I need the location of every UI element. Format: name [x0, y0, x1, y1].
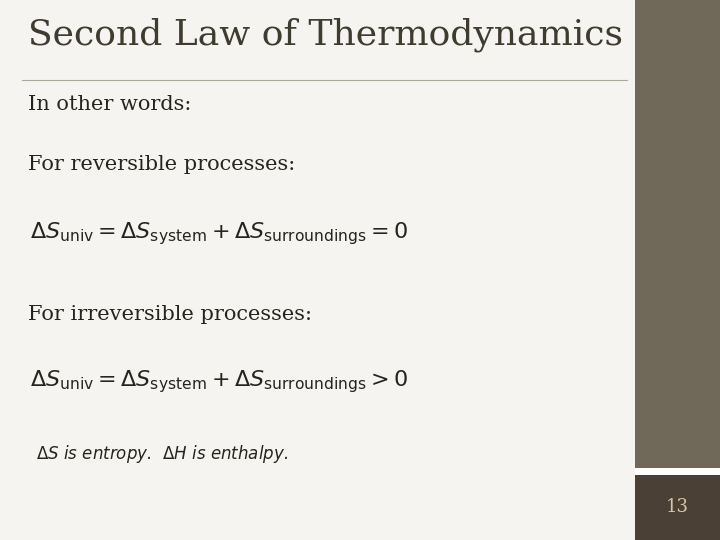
Text: 13: 13	[666, 498, 689, 516]
Text: $\Delta S$ is entropy.  $\Delta H$ is enthalpy.: $\Delta S$ is entropy. $\Delta H$ is ent…	[36, 443, 288, 465]
Bar	[635, 475, 720, 540]
Text: Second Law of Thermodynamics: Second Law of Thermodynamics	[28, 18, 623, 52]
Bar	[635, 468, 720, 475]
Text: For reversible processes:: For reversible processes:	[28, 155, 295, 174]
Bar	[635, 0, 720, 468]
Text: In other words:: In other words:	[28, 95, 192, 114]
Text: $\Delta S_{\mathrm{univ}} = \Delta S_{\mathrm{system}} + \Delta S_{\mathrm{surro: $\Delta S_{\mathrm{univ}} = \Delta S_{\m…	[30, 220, 408, 247]
Text: For irreversible processes:: For irreversible processes:	[28, 305, 312, 324]
Text: $\Delta S_{\mathrm{univ}} = \Delta S_{\mathrm{system}} + \Delta S_{\mathrm{surro: $\Delta S_{\mathrm{univ}} = \Delta S_{\m…	[30, 368, 408, 395]
